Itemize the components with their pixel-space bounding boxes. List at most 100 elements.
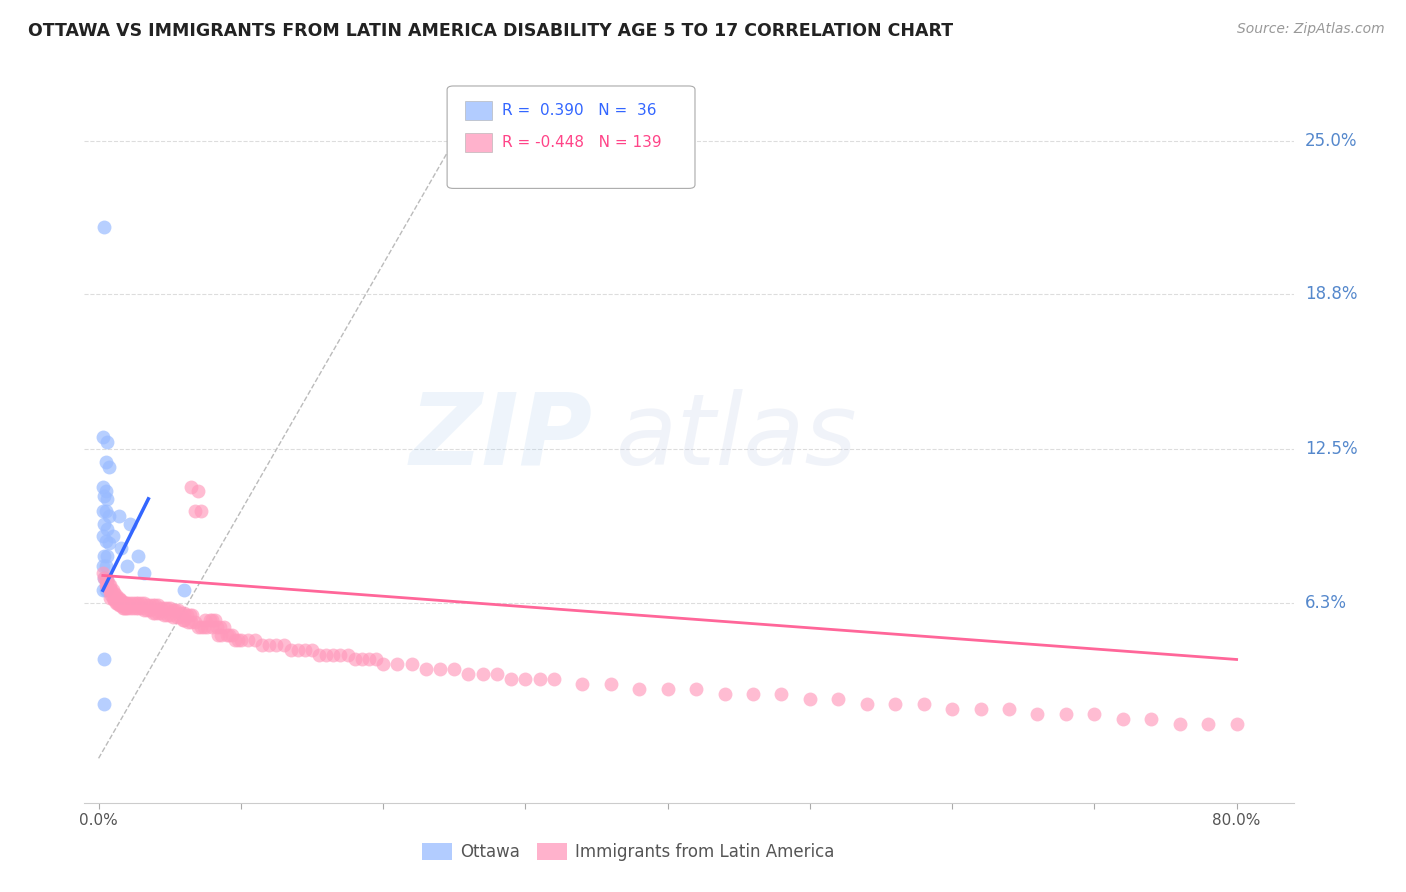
- Point: [998, 702, 1021, 716]
- Point: [218, 628, 240, 642]
- Point: [153, 607, 176, 622]
- Point: [201, 620, 224, 634]
- Point: [97, 459, 120, 474]
- Point: [159, 600, 181, 615]
- Point: [429, 662, 451, 676]
- Point: [315, 648, 337, 662]
- Point: [273, 638, 295, 652]
- Point: [97, 509, 120, 524]
- Point: [162, 610, 184, 624]
- Point: [148, 606, 170, 620]
- Point: [96, 522, 118, 536]
- Point: [387, 657, 409, 672]
- Point: [142, 598, 165, 612]
- Point: [180, 615, 202, 630]
- Point: [628, 682, 651, 697]
- Point: [180, 479, 202, 493]
- Point: [156, 607, 179, 622]
- Point: [173, 606, 195, 620]
- Point: [301, 642, 323, 657]
- Point: [96, 491, 118, 506]
- Point: [209, 628, 232, 642]
- Point: [201, 613, 224, 627]
- Point: [110, 593, 132, 607]
- Point: [98, 578, 121, 592]
- Point: [94, 484, 117, 499]
- Text: atlas: atlas: [616, 389, 858, 485]
- Point: [401, 657, 423, 672]
- Bar: [465, 133, 492, 152]
- Point: [181, 607, 204, 622]
- Point: [169, 610, 191, 624]
- Point: [121, 596, 143, 610]
- Point: [221, 628, 243, 642]
- Point: [243, 632, 266, 647]
- Text: 25.0%: 25.0%: [1305, 131, 1357, 150]
- Point: [1140, 712, 1163, 726]
- Point: [501, 672, 523, 686]
- Point: [193, 620, 215, 634]
- Point: [118, 596, 141, 610]
- Point: [91, 583, 114, 598]
- Point: [94, 504, 117, 518]
- Point: [98, 591, 121, 605]
- Point: [471, 667, 494, 681]
- Text: ZIP: ZIP: [409, 389, 592, 485]
- Point: [599, 677, 621, 691]
- Point: [208, 620, 231, 634]
- Point: [91, 566, 114, 580]
- Point: [173, 613, 195, 627]
- Point: [457, 667, 479, 681]
- Point: [96, 549, 118, 563]
- Point: [96, 435, 118, 450]
- Point: [121, 600, 143, 615]
- Point: [136, 598, 159, 612]
- Point: [96, 574, 118, 588]
- Point: [100, 583, 122, 598]
- Point: [127, 596, 149, 610]
- FancyBboxPatch shape: [447, 86, 695, 188]
- Point: [294, 642, 316, 657]
- Point: [139, 603, 162, 617]
- Point: [485, 667, 508, 681]
- Point: [350, 652, 373, 666]
- Point: [96, 578, 118, 592]
- Point: [172, 613, 194, 627]
- Point: [103, 586, 125, 600]
- Point: [1083, 706, 1105, 721]
- Point: [1054, 706, 1077, 721]
- Point: [322, 648, 344, 662]
- Point: [98, 583, 121, 598]
- Point: [212, 620, 235, 634]
- Point: [969, 702, 991, 716]
- Point: [215, 628, 238, 642]
- Point: [266, 638, 288, 652]
- Point: [129, 596, 152, 610]
- Point: [93, 549, 115, 563]
- Point: [194, 613, 217, 627]
- Text: 18.8%: 18.8%: [1305, 285, 1357, 302]
- Point: [287, 642, 309, 657]
- Point: [136, 603, 159, 617]
- Point: [329, 648, 352, 662]
- Point: [515, 672, 537, 686]
- Point: [443, 662, 465, 676]
- Point: [142, 606, 165, 620]
- Point: [742, 687, 765, 701]
- Point: [941, 702, 963, 716]
- Point: [110, 541, 132, 556]
- Point: [132, 596, 155, 610]
- Point: [229, 632, 252, 647]
- Point: [177, 615, 200, 630]
- Point: [145, 606, 167, 620]
- Point: [112, 596, 135, 610]
- Point: [770, 687, 793, 701]
- Point: [105, 596, 128, 610]
- Point: [108, 593, 131, 607]
- Point: [132, 603, 155, 617]
- Point: [1112, 712, 1135, 726]
- Point: [115, 600, 138, 615]
- Point: [657, 682, 679, 697]
- Point: [336, 648, 359, 662]
- Text: Source: ZipAtlas.com: Source: ZipAtlas.com: [1237, 22, 1385, 37]
